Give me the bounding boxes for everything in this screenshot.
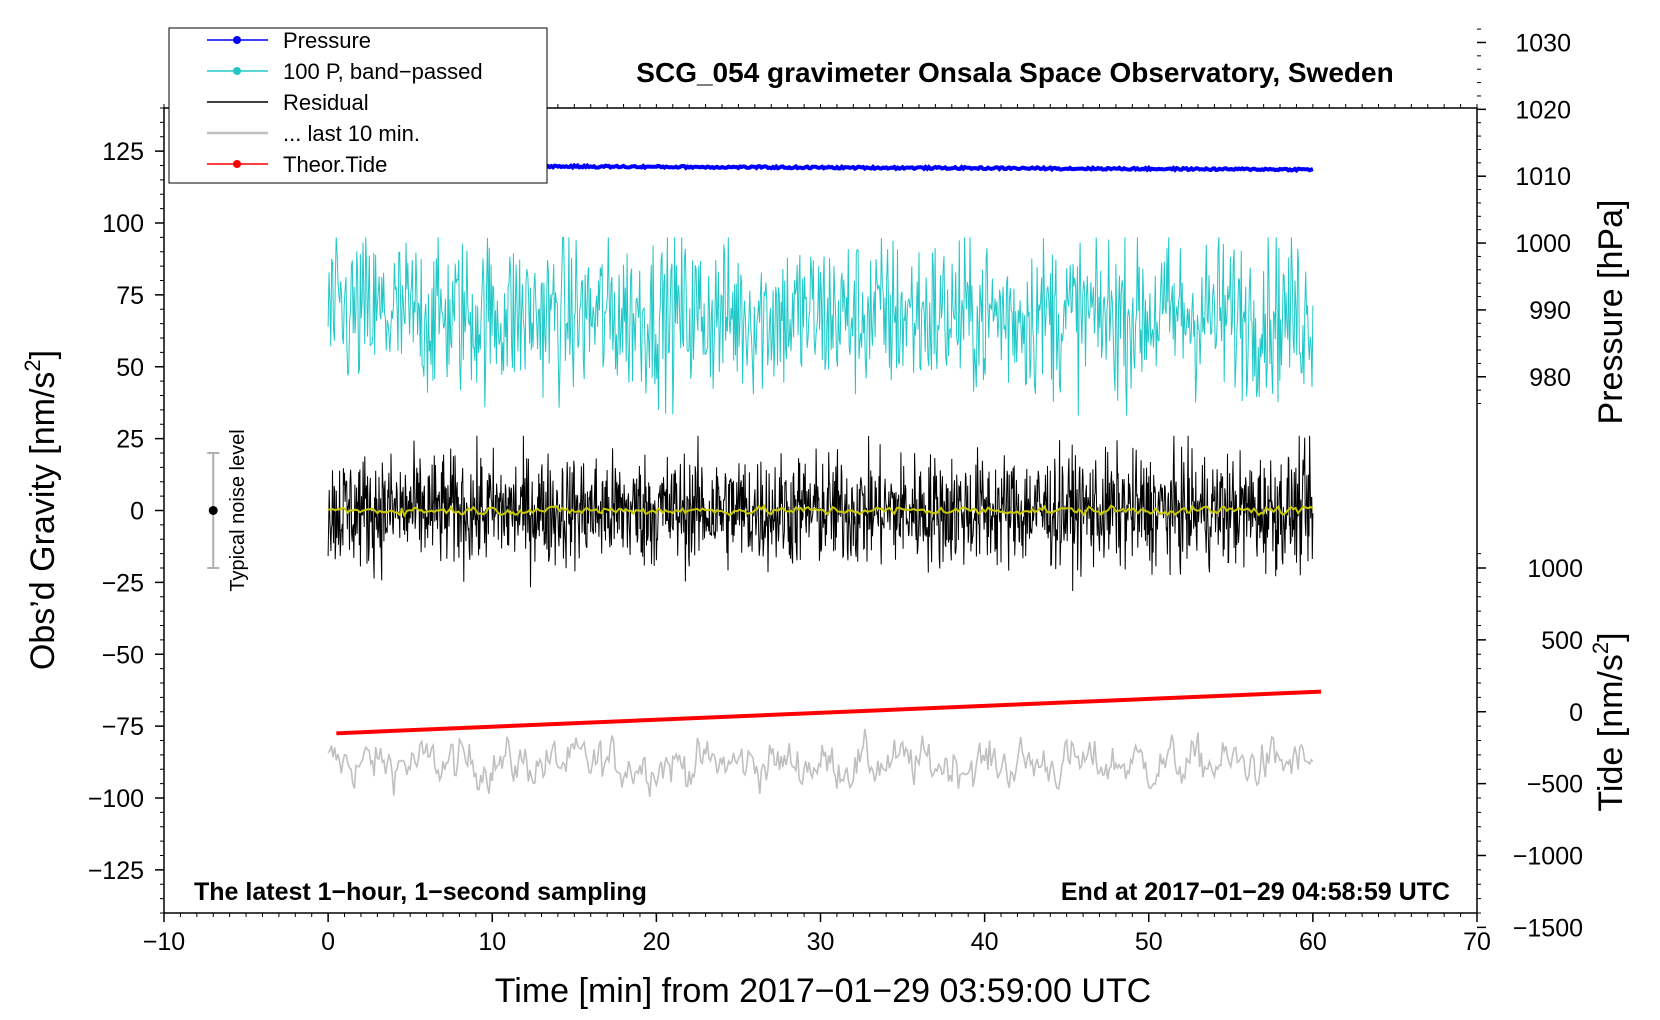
series-theoretical-tide bbox=[336, 689, 1322, 736]
y-axis-label-left-text: Obs’d Gravity [nm/s bbox=[24, 372, 62, 671]
tide-tick-label: 1000 bbox=[1527, 555, 1583, 583]
tide-axis-ticks: 1000 500 0 −500 −1000 −1500 bbox=[1477, 553, 1583, 942]
annotation-right: End at 2017−01−29 04:58:59 UTC bbox=[1061, 878, 1450, 906]
x-tick-label: −10 bbox=[143, 928, 185, 956]
y-axis-label-tide-text: Tide [nm/s bbox=[1592, 654, 1630, 811]
tide-tick-label: −1000 bbox=[1513, 843, 1583, 871]
noise-bar-dot bbox=[208, 506, 218, 515]
y-tick-label: −100 bbox=[88, 785, 144, 813]
pressure-tick-label: 980 bbox=[1529, 364, 1571, 392]
y-tick-label: 75 bbox=[116, 282, 144, 310]
x-tick-label: 40 bbox=[971, 928, 999, 956]
tide-tick-label: 0 bbox=[1569, 699, 1583, 727]
y-tick-label: 50 bbox=[116, 354, 144, 382]
y-axis-label-tide-close: ] bbox=[1592, 632, 1630, 641]
x-axis-ticks: −10 0 10 20 30 40 50 60 70 bbox=[143, 104, 1491, 956]
x-tick-label: 30 bbox=[807, 928, 835, 956]
series-layer bbox=[327, 162, 1322, 798]
pressure-tick-label: 1020 bbox=[1515, 96, 1571, 124]
annotation-left: The latest 1−hour, 1−second sampling bbox=[194, 878, 647, 906]
legend-label: 100 P, band−passed bbox=[283, 59, 483, 84]
y-axis-label-left: Obs’d Gravity [nm/s2] bbox=[20, 350, 62, 670]
series-pressure-bandpassed bbox=[327, 236, 1314, 416]
y-axis-label-tide: Tide [nm/s2] bbox=[1588, 632, 1630, 811]
y-axis-label-tide-sup: 2 bbox=[1588, 642, 1613, 654]
legend: Pressure 100 P, band−passed Residual ... la… bbox=[168, 27, 548, 184]
x-tick-label: 70 bbox=[1463, 928, 1491, 956]
x-tick-label: 10 bbox=[478, 928, 506, 956]
y-tick-label: 100 bbox=[102, 210, 144, 238]
pressure-tick-label: 1010 bbox=[1515, 163, 1571, 191]
series-last-10-min bbox=[327, 728, 1314, 798]
y-axis-ticks: 125 100 75 50 25 0 −25 −50 −75 −100 −125 bbox=[88, 107, 164, 914]
y-tick-label: 25 bbox=[116, 426, 144, 454]
legend-marker bbox=[233, 160, 241, 168]
series-residual bbox=[327, 435, 1314, 592]
x-tick-label: 20 bbox=[642, 928, 670, 956]
legend-label: ... last 10 min. bbox=[283, 121, 420, 146]
pressure-tick-label: 990 bbox=[1529, 297, 1571, 325]
y-axis-label-pressure: Pressure [hPa] bbox=[1592, 200, 1630, 425]
chart-title: SCG_054 gravimeter Onsala Space Observat… bbox=[636, 57, 1393, 88]
y-tick-label: −75 bbox=[102, 713, 144, 741]
noise-label: Typical noise level bbox=[227, 429, 249, 591]
x-tick-label: 50 bbox=[1135, 928, 1163, 956]
tide-tick-label: −1500 bbox=[1513, 914, 1583, 942]
pressure-tick-label: 1000 bbox=[1515, 230, 1571, 258]
legend-marker bbox=[233, 36, 241, 44]
tide-tick-label: 500 bbox=[1541, 627, 1583, 655]
y-tick-label: 0 bbox=[130, 498, 144, 526]
x-axis-label: Time [min] from 2017−01−29 03:59:00 UTC bbox=[495, 972, 1151, 1010]
legend-marker bbox=[233, 67, 241, 75]
y-axis-label-left-close: ] bbox=[24, 350, 62, 359]
x-tick-label: 60 bbox=[1299, 928, 1327, 956]
legend-label: Pressure bbox=[283, 28, 371, 53]
pressure-axis-ticks: 1030 1020 1010 1000 990 980 bbox=[1477, 28, 1571, 405]
tide-tick-label: −500 bbox=[1527, 771, 1583, 799]
legend-label: Theor.Tide bbox=[283, 152, 387, 177]
y-tick-label: 125 bbox=[102, 138, 144, 166]
legend-label: Residual bbox=[283, 90, 369, 115]
pressure-tick-label: 1030 bbox=[1515, 29, 1571, 57]
x-tick-label: 0 bbox=[321, 928, 335, 956]
y-tick-label: −25 bbox=[102, 569, 144, 597]
legend-box bbox=[168, 27, 548, 184]
y-axis-label-left-sup: 2 bbox=[20, 359, 45, 371]
y-tick-label: −50 bbox=[102, 641, 144, 669]
series-residual-smoothed bbox=[327, 503, 1314, 518]
y-tick-label: −125 bbox=[88, 857, 144, 885]
noise-bar: Typical noise level bbox=[207, 429, 249, 592]
